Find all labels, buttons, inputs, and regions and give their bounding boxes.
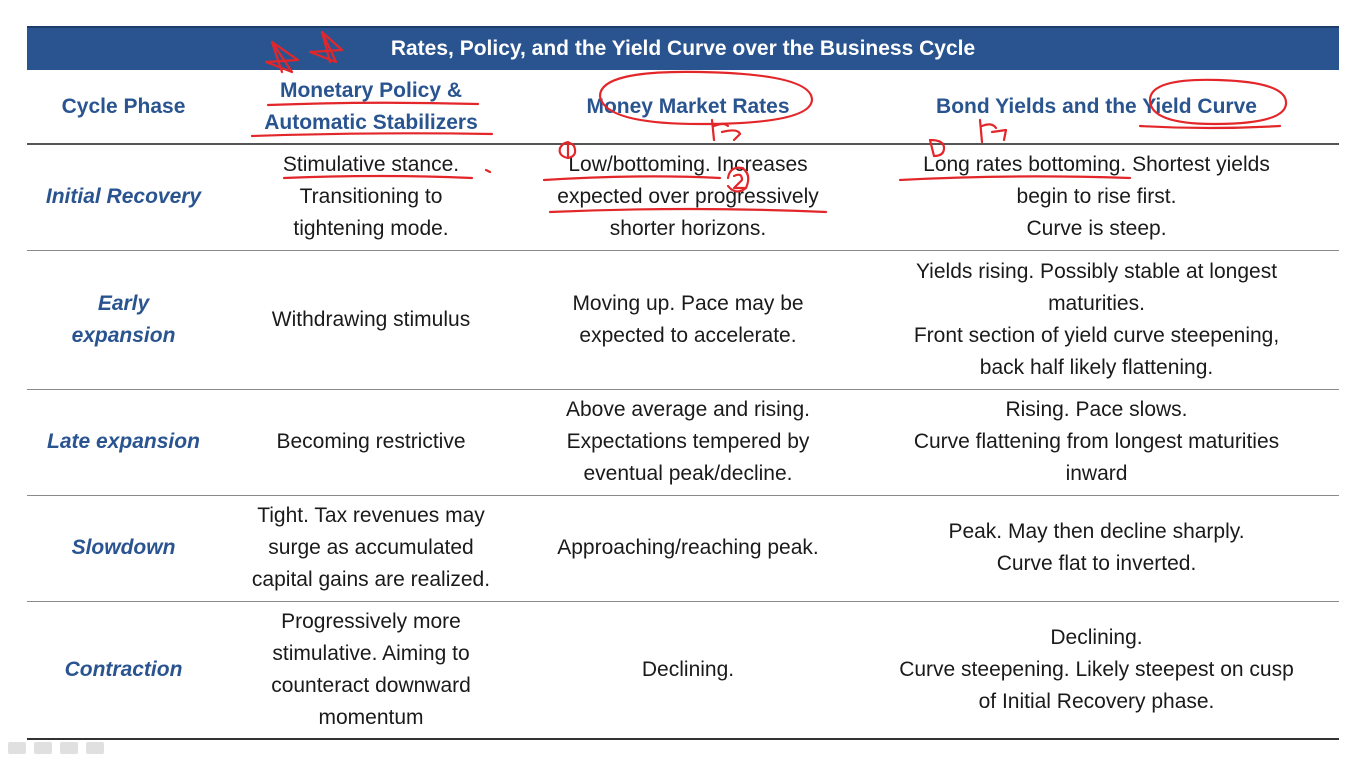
cycle-table: Cycle Phase Monetary Policy & Automatic …	[27, 70, 1339, 740]
nav-back-icon[interactable]	[8, 742, 26, 754]
footer-toolbar	[8, 742, 104, 754]
policy-cell: Stimulative stance. Transitioning to tig…	[282, 153, 460, 241]
phase-cell: Late expansion	[47, 430, 200, 453]
phase-cell: Initial Recovery	[45, 185, 202, 209]
policy-cell: Tight. Tax revenues may surge as accumul…	[251, 504, 491, 591]
table-row-early-expansion: Early expansion Withdrawing stimulus Mov…	[27, 250, 1339, 389]
policy-cell: Withdrawing stimulus	[271, 307, 471, 331]
bonds-cell: Long rates bottoming. Shortest yields be…	[923, 153, 1270, 241]
header-money-market-rates: Money Market Rates	[586, 94, 790, 118]
bonds-cell: Yields rising. Possibly stable at longes…	[913, 259, 1280, 379]
policy-cell: Becoming restrictive	[276, 430, 466, 453]
money-cell: Declining.	[641, 657, 735, 681]
pen-icon[interactable]	[34, 742, 52, 754]
header-row: Cycle Phase Monetary Policy & Automatic …	[27, 70, 1339, 144]
money-cell: Low/bottoming. Increases expected over p…	[557, 153, 819, 241]
slide-title: Rates, Policy, and the Yield Curve over …	[390, 37, 976, 60]
nav-forward-icon[interactable]	[86, 742, 104, 754]
table-row-initial-recovery: Initial Recovery Stimulative stance. Tra…	[27, 144, 1339, 250]
policy-cell: Progressively more stimulative. Aiming t…	[271, 609, 471, 729]
money-cell: Approaching/reaching peak.	[557, 536, 819, 559]
table-row-late-expansion: Late expansion Becoming restrictive Abov…	[27, 389, 1339, 495]
title-bar: Rates, Policy, and the Yield Curve over …	[27, 26, 1339, 70]
phase-cell: Slowdown	[71, 536, 176, 559]
phase-cell: Early expansion	[71, 291, 176, 347]
money-cell: Above average and rising. Expectations t…	[566, 398, 810, 485]
bonds-cell: Peak. May then decline sharply. Curve fl…	[948, 520, 1245, 575]
phase-cell: Contraction	[64, 657, 183, 681]
menu-icon[interactable]	[60, 742, 78, 754]
header-bond-yields: Bond Yields and the Yield Curve	[936, 94, 1257, 118]
table-row-slowdown: Slowdown Tight. Tax revenues may surge a…	[27, 495, 1339, 601]
header-cycle-phase: Cycle Phase	[61, 94, 186, 118]
bonds-cell: Declining. Curve steepening. Likely stee…	[899, 625, 1294, 713]
header-monetary-policy: Monetary Policy & Automatic Stabilizers	[264, 78, 478, 134]
bonds-cell: Rising. Pace slows. Curve flattening fro…	[913, 398, 1280, 485]
table-row-contraction: Contraction Progressively more stimulati…	[27, 601, 1339, 739]
money-cell: Moving up. Pace may be expected to accel…	[572, 291, 804, 347]
